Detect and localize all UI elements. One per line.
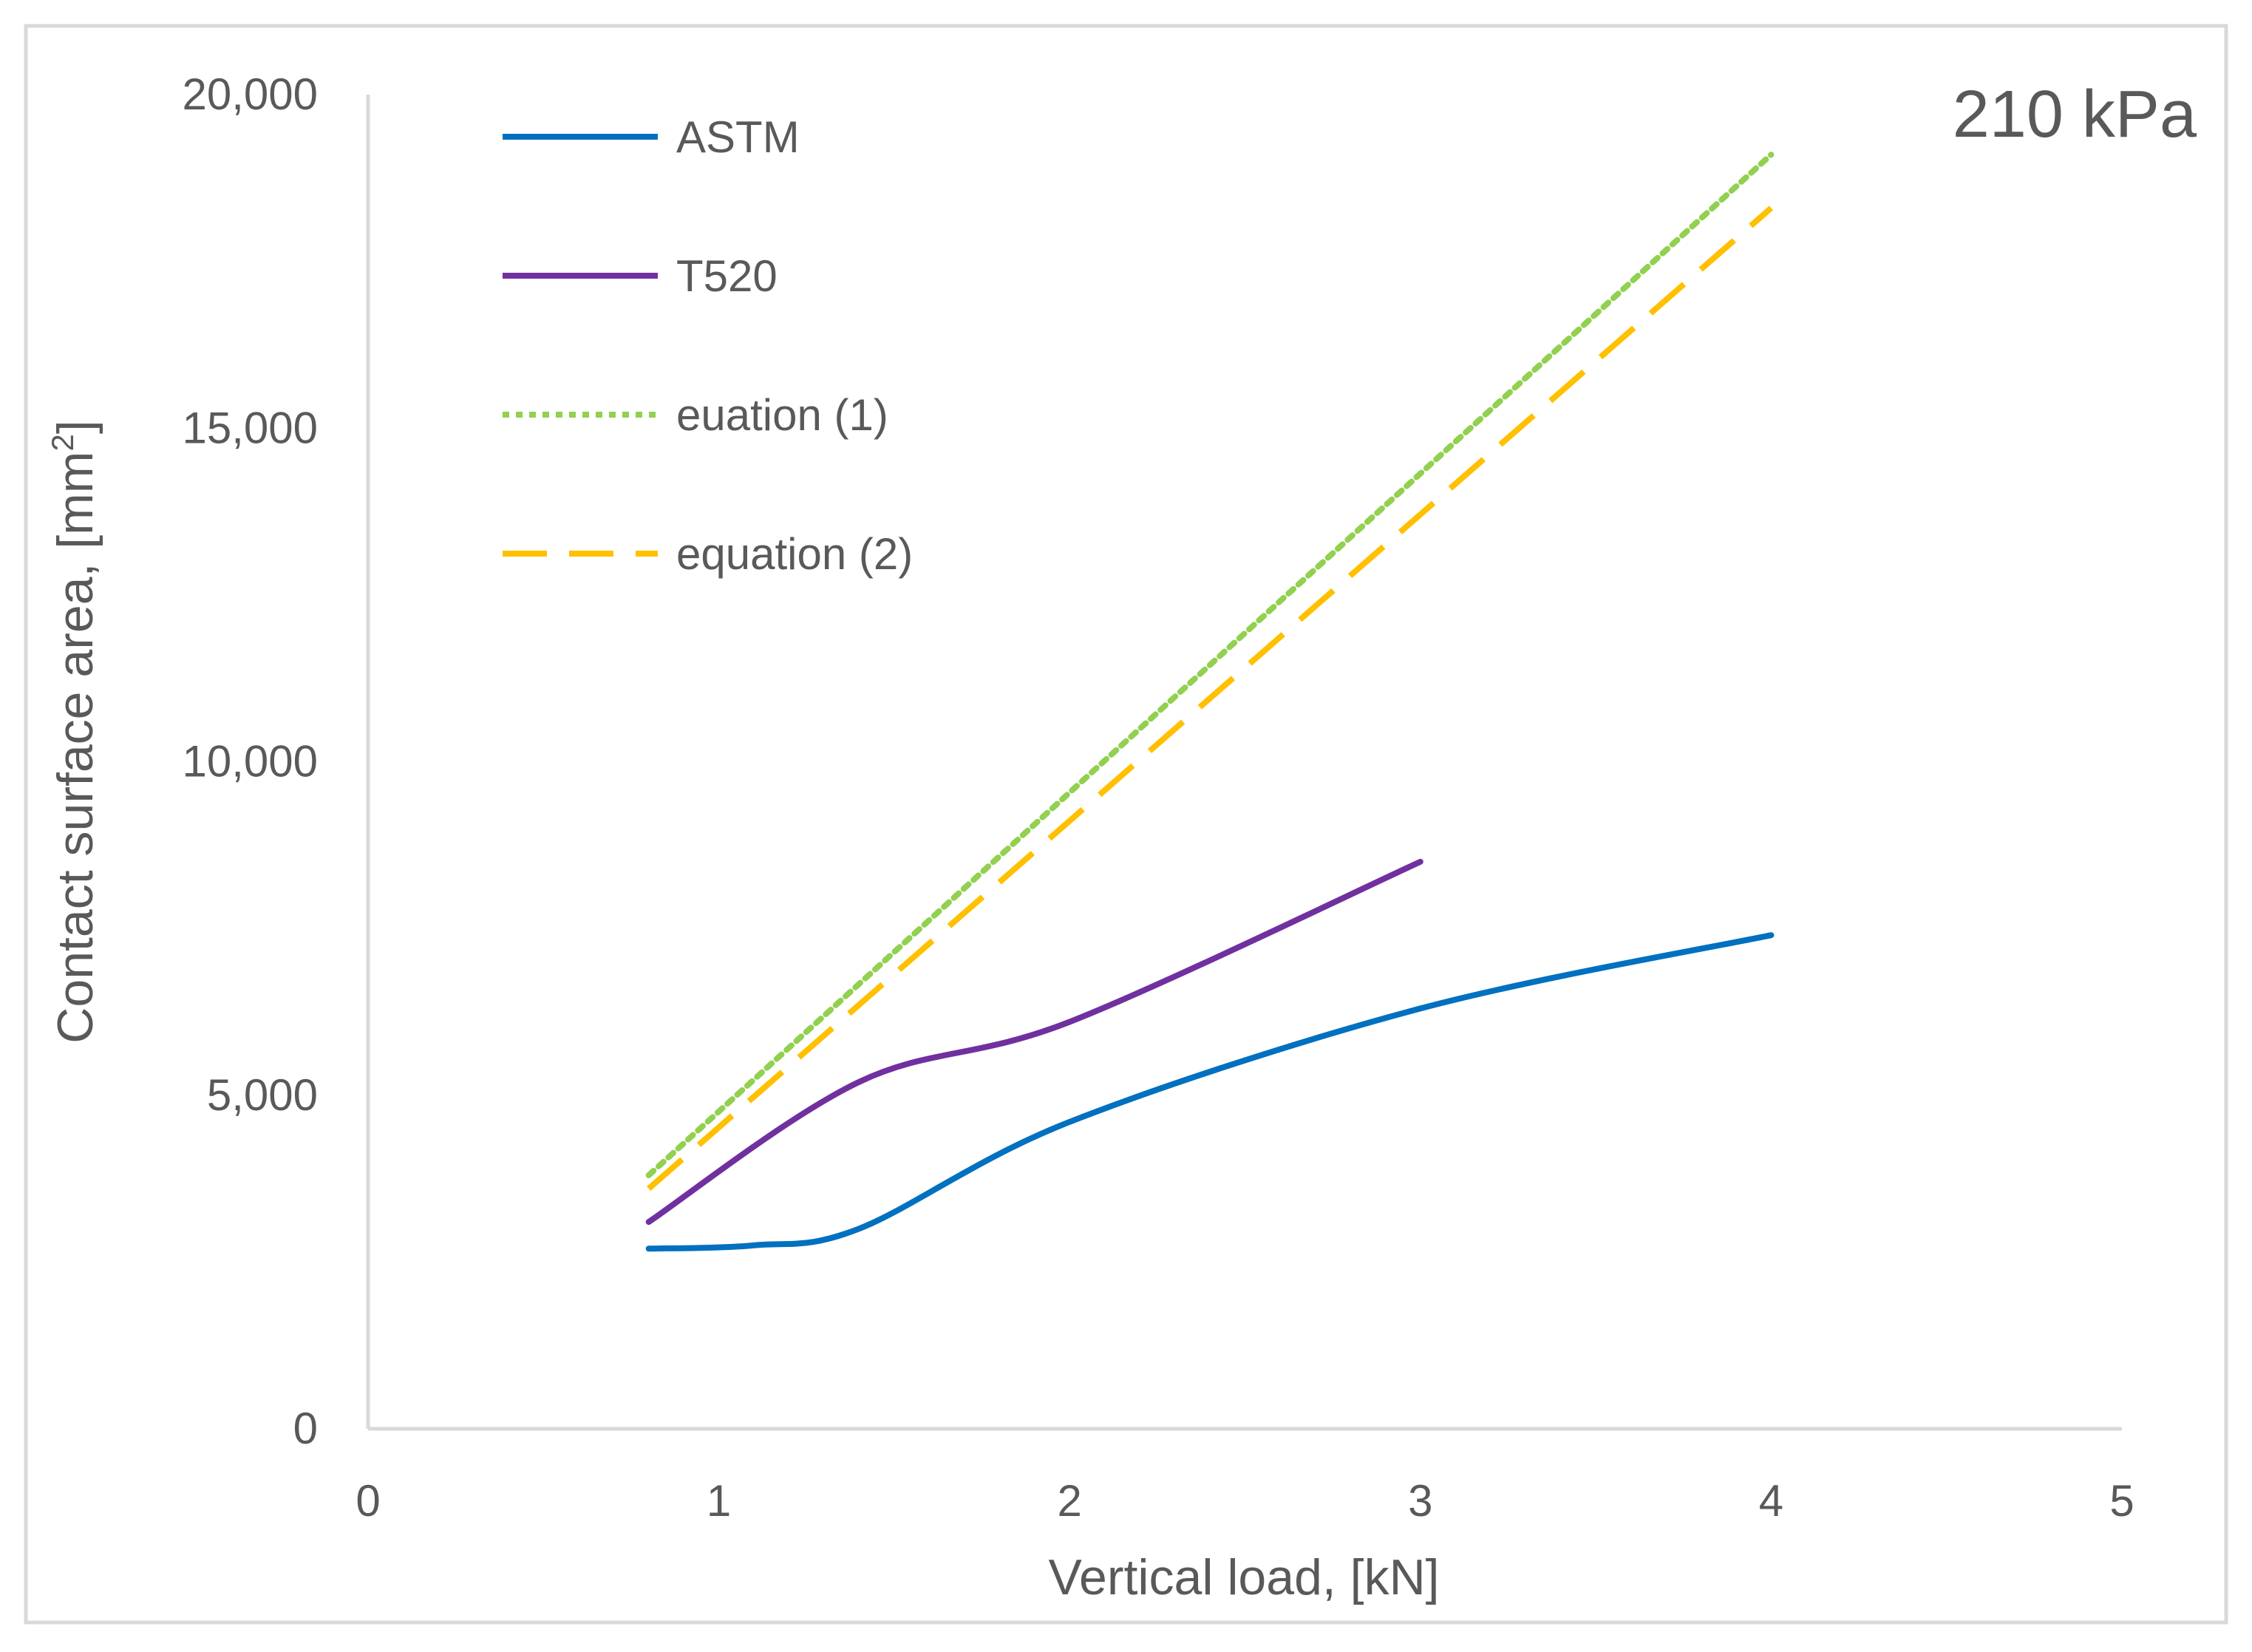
legend-label-euation-1: euation (1) <box>676 390 888 440</box>
x-tick-label: 2 <box>1058 1476 1082 1526</box>
y-tick-labels: 0 5,000 10,000 15,000 20,000 <box>182 69 318 1453</box>
x-tick-label: 0 <box>356 1476 380 1526</box>
pressure-annotation: 210 kPa <box>1953 78 2197 152</box>
legend: ASTM T520 euation (1) equation (2) <box>503 112 913 579</box>
series-line-t520 <box>645 858 1423 1226</box>
x-tick-label: 4 <box>1759 1476 1783 1526</box>
y-tick-label: 0 <box>293 1404 318 1453</box>
y-axis-title: Contact surface area, [mm2] <box>45 420 103 1043</box>
y-tick-label: 15,000 <box>182 403 318 452</box>
chart-frame <box>24 24 2228 1625</box>
series-layer <box>645 152 1775 1252</box>
y-axis-title-superscript: 2 <box>45 434 80 451</box>
x-axis-title: Vertical load, [kN] <box>1048 1549 1439 1605</box>
x-tick-labels: 0 1 2 3 4 5 <box>356 1476 2134 1526</box>
y-axis-title-suffix: ] <box>47 420 103 434</box>
y-tick-label: 20,000 <box>182 69 318 119</box>
legend-label-equation-2: equation (2) <box>676 529 913 579</box>
y-tick-label: 5,000 <box>207 1070 318 1120</box>
x-tick-label: 5 <box>2109 1476 2134 1526</box>
x-tick-label: 1 <box>707 1476 731 1526</box>
x-tick-label: 3 <box>1408 1476 1432 1526</box>
series-line-euation-1 <box>645 152 1775 1178</box>
legend-label-t520: T520 <box>676 251 778 301</box>
legend-label-astm: ASTM <box>676 112 800 162</box>
y-axis-title-main: Contact surface area, [mm <box>47 452 103 1044</box>
y-tick-label: 10,000 <box>182 737 318 786</box>
series-line-equation-2 <box>647 205 1774 1192</box>
series-line-astm <box>645 932 1775 1252</box>
